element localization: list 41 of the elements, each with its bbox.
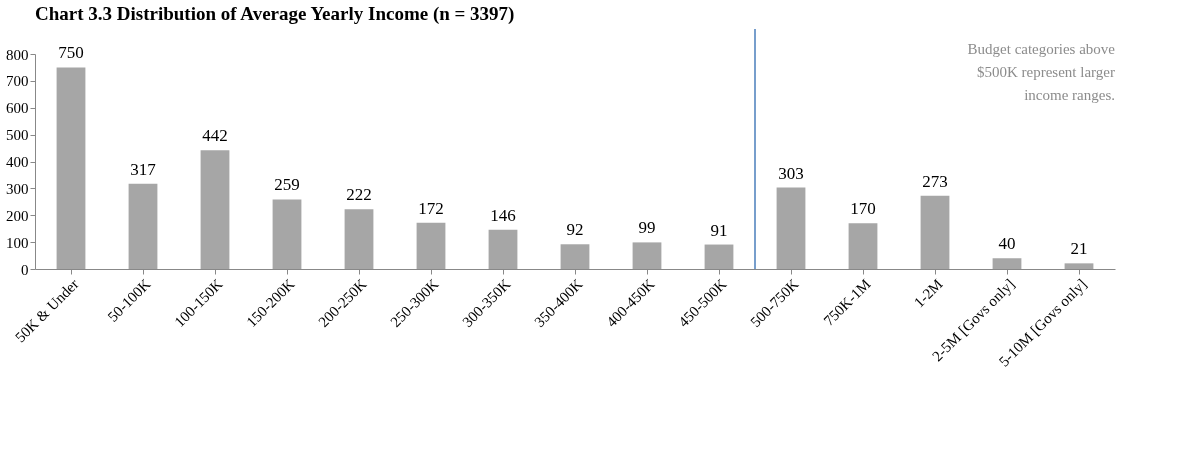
data-label: 91 [710,220,728,240]
y-tick-label: 200 [6,207,29,224]
bar [704,244,734,269]
bar [560,244,590,269]
data-label: 303 [778,163,804,183]
y-tick-label: 500 [6,127,29,144]
bar [272,199,302,269]
y-tick-label: 600 [6,100,29,117]
bar [848,223,878,269]
bar [776,187,806,269]
data-label: 317 [130,159,157,179]
y-tick-label: 300 [6,180,29,197]
data-label: 259 [274,175,300,195]
bar [128,183,158,269]
data-label: 172 [418,198,444,218]
bar [920,195,950,269]
bar [488,229,518,269]
data-label: 21 [1070,239,1088,259]
y-tick-label: 700 [6,73,29,90]
bar [344,209,374,269]
bar [416,222,446,269]
data-label: 92 [566,220,584,240]
bar [56,67,86,269]
data-label: 273 [922,171,948,191]
y-tick-label: 100 [6,234,29,251]
y-tick-label: 0 [21,261,29,278]
bar [1064,263,1094,269]
data-label: 750 [58,43,84,63]
data-label: 222 [346,185,372,205]
data-label: 99 [638,218,656,238]
annotation: Budget categories above $500K represent larger income ranges. [967,41,1116,103]
bar [200,150,230,269]
data-label: 170 [850,199,876,219]
data-label: 40 [998,234,1016,254]
data-label: 146 [490,205,516,225]
y-tick-label: 800 [6,46,29,63]
chart-title: Chart 3.3 Distribution of Average Yearly Income (n = 3397) [35,3,515,26]
bar [632,242,662,269]
data-label: 442 [202,126,228,146]
bar [992,258,1022,269]
y-tick-label: 400 [6,154,29,170]
